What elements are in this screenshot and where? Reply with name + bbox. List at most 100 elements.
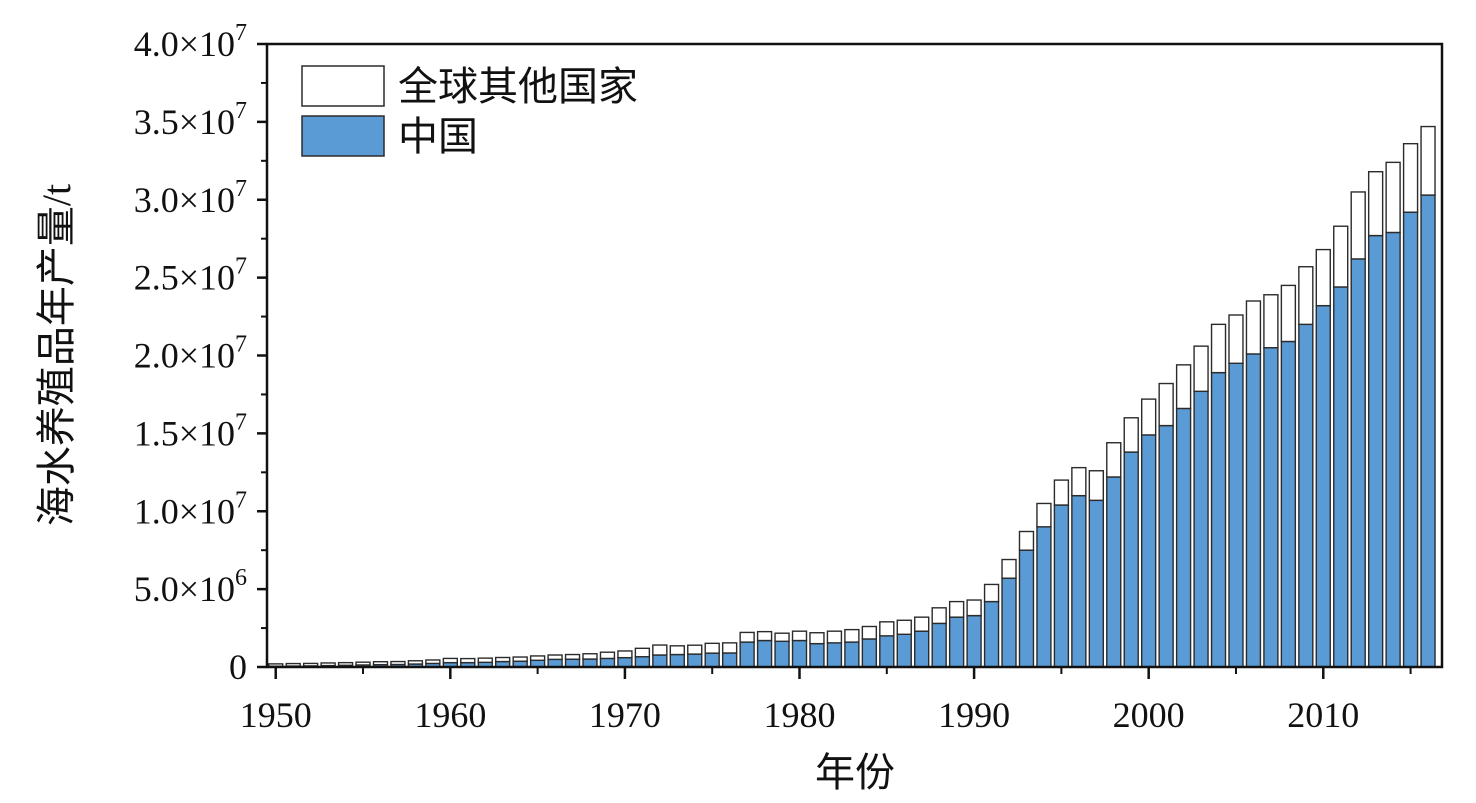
bar-china-2000 xyxy=(1140,434,1157,668)
bar-china-2005 xyxy=(1228,362,1244,668)
x-tick-label-1950: 1950 xyxy=(240,695,312,735)
bar-china-1999 xyxy=(1123,451,1139,668)
x-tick-label-2000: 2000 xyxy=(1113,695,1185,735)
bar-rest-of-world-1994 xyxy=(1036,502,1052,528)
bar-rest-of-world-1961 xyxy=(460,657,476,664)
bar-rest-of-world-2005 xyxy=(1228,314,1244,364)
bar-rest-of-world-1997 xyxy=(1088,470,1104,502)
y-tick-exponent: 7 xyxy=(235,20,247,46)
x-tick-label-1960: 1960 xyxy=(414,695,486,735)
legend-label-rest-of-world: 全球其他国家 xyxy=(398,64,638,109)
bar-china-1979 xyxy=(774,640,790,668)
bar-rest-of-world-1968 xyxy=(582,653,598,660)
bar-china-2003 xyxy=(1193,390,1209,668)
bar-china-2010 xyxy=(1315,304,1331,668)
bar-china-1976 xyxy=(721,652,738,668)
y-tick-label-0: 0 xyxy=(229,647,247,687)
bar-china-2013 xyxy=(1367,234,1384,668)
bar-china-1969 xyxy=(599,657,616,668)
bar-rest-of-world-1963 xyxy=(495,656,511,663)
y-tick-mantissa: 3.5×10 xyxy=(134,102,235,142)
bar-rest-of-world-1969 xyxy=(599,651,616,660)
bar-rest-of-world-2009 xyxy=(1298,266,1314,326)
bar-china-2008 xyxy=(1280,340,1297,668)
bar-rest-of-world-1982 xyxy=(826,630,843,644)
bar-china-1987 xyxy=(914,630,930,668)
y-tick-label-2: 1.0×107 xyxy=(134,487,247,531)
bar-rest-of-world-1975 xyxy=(704,642,720,654)
bar-china-1973 xyxy=(669,653,685,668)
y-tick-mantissa: 2.5×10 xyxy=(134,258,235,298)
bar-rest-of-world-1958 xyxy=(407,660,424,665)
bar-rest-of-world-1966 xyxy=(547,654,563,661)
bar-china-2007 xyxy=(1263,347,1279,668)
bar-china-1977 xyxy=(739,641,755,668)
bar-china-1988 xyxy=(931,622,947,668)
bar-rest-of-world-1973 xyxy=(669,645,685,656)
bar-rest-of-world-1985 xyxy=(879,621,895,637)
bar-rest-of-world-1967 xyxy=(564,653,581,660)
y-tick-mantissa: 3.0×10 xyxy=(134,180,235,220)
bar-china-1996 xyxy=(1071,494,1087,668)
bar-china-1998 xyxy=(1106,476,1122,668)
y-tick-label-6: 3.0×107 xyxy=(134,176,247,220)
y-tick-exponent: 7 xyxy=(235,98,247,124)
x-tick-label-1980: 1980 xyxy=(764,695,836,735)
bar-rest-of-world-1955 xyxy=(355,661,371,666)
bar-rest-of-world-1978 xyxy=(756,630,773,642)
y-tick-mantissa: 2.0×10 xyxy=(134,336,235,376)
y-tick-exponent: 7 xyxy=(235,409,247,435)
bar-china-1971 xyxy=(634,656,651,668)
bar-rest-of-world-1987 xyxy=(914,616,930,632)
bar-china-1995 xyxy=(1053,504,1070,668)
bar-rest-of-world-2012 xyxy=(1350,191,1366,260)
bar-rest-of-world-1962 xyxy=(477,657,493,664)
bar-rest-of-world-2010 xyxy=(1315,248,1331,307)
bar-china-1991 xyxy=(983,600,1000,668)
bar-china-2006 xyxy=(1245,353,1262,668)
bar-rest-of-world-1960 xyxy=(442,657,459,664)
bar-china-1978 xyxy=(756,639,773,668)
y-tick-label-3: 1.5×107 xyxy=(134,409,247,453)
bar-rest-of-world-1981 xyxy=(809,632,825,645)
bar-china-1994 xyxy=(1036,526,1052,668)
bar-rest-of-world-1971 xyxy=(634,647,651,658)
ticks-group: 1950 1960 1970 1980 1990 2000 2010 0 5.0×106 1.0×… xyxy=(134,20,1412,735)
bars-group xyxy=(268,125,1436,668)
bar-rest-of-world-1976 xyxy=(721,642,738,654)
y-tick-exponent: 7 xyxy=(235,254,247,280)
bar-rest-of-world-1979 xyxy=(774,632,790,643)
bar-rest-of-world-2004 xyxy=(1210,323,1227,374)
y-tick-exponent: 7 xyxy=(235,176,247,202)
bar-china-2012 xyxy=(1350,258,1366,668)
y-tick-label-5: 2.5×107 xyxy=(134,254,247,298)
bar-china-1981 xyxy=(809,642,825,668)
bar-rest-of-world-1988 xyxy=(931,607,947,625)
x-tick-label-1970: 1970 xyxy=(589,695,661,735)
bar-china-2001 xyxy=(1158,424,1174,668)
bar-rest-of-world-1980 xyxy=(791,630,808,642)
y-tick-mantissa: 5.0×10 xyxy=(134,569,235,609)
legend-swatch-china xyxy=(301,115,385,157)
bar-china-2016 xyxy=(1420,194,1436,668)
bar-rest-of-world-1974 xyxy=(687,644,703,655)
bar-china-1970 xyxy=(617,656,633,668)
y-tick-mantissa: 0 xyxy=(229,647,247,687)
bar-china-1974 xyxy=(687,653,703,668)
bar-rest-of-world-1972 xyxy=(652,644,668,656)
x-tick-label-2010: 2010 xyxy=(1287,695,1359,735)
y-tick-exponent: 7 xyxy=(235,332,247,358)
bar-rest-of-world-1993 xyxy=(1018,530,1035,551)
bar-china-2009 xyxy=(1298,323,1314,668)
bar-china-1990 xyxy=(966,614,982,668)
bar-china-1983 xyxy=(844,641,860,668)
bar-china-1993 xyxy=(1018,549,1035,668)
bar-rest-of-world-1983 xyxy=(844,628,860,643)
bar-rest-of-world-1964 xyxy=(512,656,528,662)
bar-rest-of-world-1952 xyxy=(302,662,319,667)
legend-swatch-rest-of-world xyxy=(301,65,385,107)
bar-rest-of-world-2014 xyxy=(1385,161,1401,234)
bar-rest-of-world-2008 xyxy=(1280,284,1297,343)
x-axis-title: 年份 xyxy=(815,750,895,795)
bar-rest-of-world-2007 xyxy=(1263,294,1279,349)
